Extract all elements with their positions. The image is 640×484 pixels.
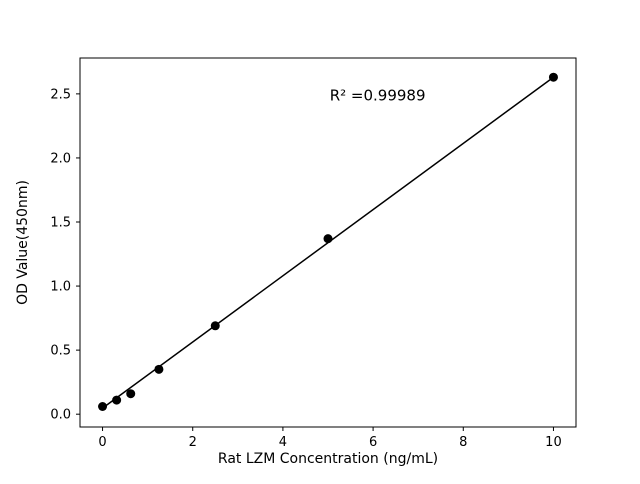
- y-axis-label: OD Value(450nm): [15, 180, 31, 305]
- x-tick-label: 10: [545, 435, 562, 450]
- y-tick-label: 2.5: [50, 87, 71, 102]
- data-point: [323, 234, 333, 244]
- x-tick-label: 8: [459, 435, 467, 450]
- x-axis-label: Rat LZM Concentration (ng/mL): [218, 451, 438, 467]
- x-tick-label: 4: [279, 435, 287, 450]
- x-tick-label: 0: [98, 435, 106, 450]
- y-tick-label: 2.0: [50, 151, 71, 166]
- data-point: [98, 402, 108, 411]
- data-point: [126, 389, 136, 399]
- data-point: [210, 321, 220, 331]
- data-point: [154, 364, 164, 374]
- y-tick-label: 1.5: [50, 216, 71, 231]
- y-tick-label: 0.0: [50, 408, 71, 423]
- x-tick-label: 2: [189, 435, 197, 450]
- x-tick-label: 6: [369, 435, 377, 450]
- data-point: [548, 72, 558, 82]
- y-tick-label: 0.5: [50, 344, 71, 359]
- axes-frame: [79, 57, 577, 428]
- data-point: [112, 395, 122, 405]
- r-squared-annotation: R² =0.99989: [330, 86, 426, 104]
- y-tick-label: 1.0: [50, 280, 71, 295]
